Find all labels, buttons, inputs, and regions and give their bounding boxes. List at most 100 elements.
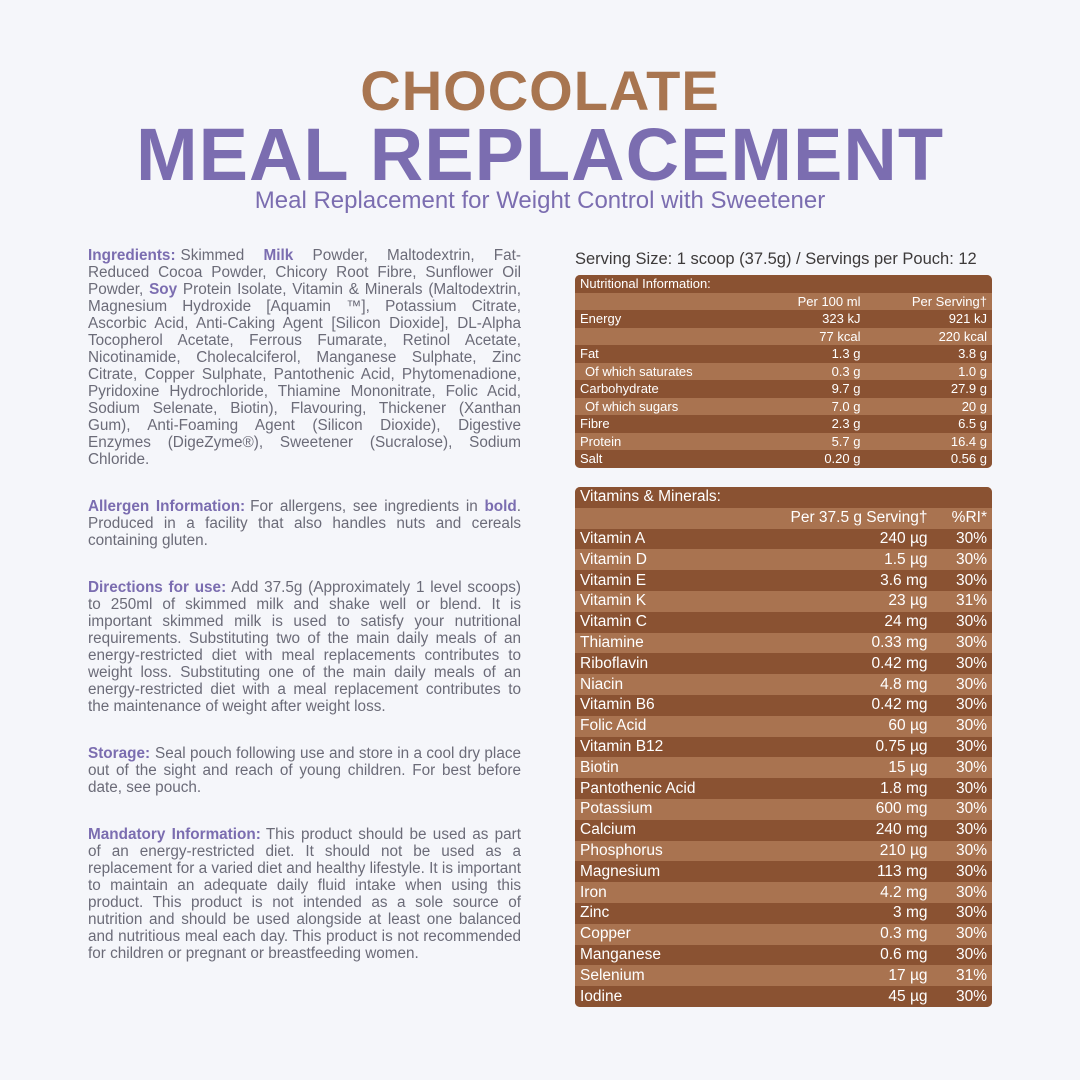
vitamin-value: 30% — [955, 862, 987, 880]
vitamin-value: 0.42 mg — [871, 696, 928, 714]
vitamin-name: Vitamin D — [580, 550, 647, 568]
nutrient-name: Of which saturates — [585, 363, 693, 379]
vitamin-value: 0.33 mg — [871, 633, 928, 651]
vitamin-value: 600 mg — [875, 800, 928, 818]
nutrition-row: Salt 0.20 g 0.56 g — [575, 450, 992, 468]
section-label: Storage: — [88, 745, 151, 762]
section: Directions for use: Add 37.5g (Approximat… — [88, 579, 521, 715]
bold-text: Soy — [149, 281, 178, 298]
cell — [575, 293, 757, 311]
table-title-row: Nutritional Information: — [575, 275, 992, 293]
nutrient-value: 0.20 g — [824, 451, 861, 467]
section-label: Directions for use: — [88, 579, 227, 596]
vitamin-name: Folic Acid — [580, 717, 647, 735]
vitamin-value: 0.75 µg — [875, 737, 928, 755]
column-header: Per Serving† — [911, 293, 987, 309]
vitamin-name: Vitamin B6 — [580, 696, 655, 714]
vitamin-name: Iodine — [580, 987, 623, 1005]
nutrient-value: 6.5 g — [958, 416, 987, 432]
nutrient-value: 9.7 g — [831, 381, 861, 397]
vitamin-name: Vitamin A — [580, 529, 646, 547]
vitamin-name: Potassium — [580, 800, 653, 818]
section: Ingredients: Skimmed Milk Powder, Maltode… — [88, 247, 521, 468]
vitamin-value: 30% — [955, 529, 987, 547]
vitamin-name: Vitamin E — [580, 571, 647, 589]
text: This product should be used as part of a… — [88, 826, 521, 962]
vitamin-name: Niacin — [580, 675, 624, 693]
vitamin-name: Zinc — [580, 904, 610, 922]
vitamin-row: Zinc 3 mg 30% — [575, 902, 992, 924]
vitamin-value: 4.2 mg — [880, 883, 928, 901]
title: MEAL REPLACEMENT — [135, 113, 945, 196]
vitamin-value: 30% — [955, 841, 987, 859]
nutrient-value: 1.3 g — [831, 346, 861, 362]
vitamin-name: Selenium — [580, 966, 645, 984]
text: Skimmed — [180, 247, 264, 264]
vitamin-value: 30% — [955, 821, 987, 839]
vitamin-row: Niacin 4.8 mg 30% — [575, 674, 992, 695]
vitamin-row: Biotin 15 µg 30% — [575, 757, 992, 779]
section: Mandatory Information: This product shoul… — [88, 826, 521, 962]
title: CHOCOLATE — [360, 59, 720, 122]
nutrition-row: Energy 323 kJ 921 kJ — [575, 310, 992, 328]
nutrient-value: 5.7 g — [831, 433, 861, 449]
vitamin-name: Vitamin B12 — [580, 737, 664, 755]
nutrition-table: Nutritional Information: Per 100 ml Per Se… — [575, 275, 992, 468]
nutrient-value: 20 g — [961, 398, 987, 414]
text: Seal pouch following use and store in a … — [88, 745, 521, 796]
vitamin-value: 210 µg — [879, 841, 928, 859]
nutrient-name: Energy — [580, 311, 622, 327]
vitamin-value: 30% — [955, 800, 987, 818]
vitamins-table: Vitamins & Minerals: Per 37.5 g Serving†%… — [575, 487, 992, 1007]
nutrient-name: Fat — [580, 346, 599, 362]
vitamin-value: 30% — [955, 613, 987, 631]
vitamin-row: Vitamin D 1.5 µg 30% — [575, 549, 992, 571]
vitamin-row: Vitamin A 240 µg 30% — [575, 528, 992, 550]
vitamin-row: Phosphorus 210 µg 30% — [575, 840, 992, 862]
vitamin-name: Iron — [580, 883, 607, 901]
nutrient-value: 27.9 g — [950, 381, 987, 397]
vitamin-value: 15 µg — [888, 758, 928, 776]
vitamin-value: 24 mg — [884, 613, 928, 631]
vitamin-row: Vitamin B6 0.42 mg 30% — [575, 694, 992, 716]
vitamin-row: Copper 0.3 mg 30% — [575, 923, 992, 945]
vitamin-value: 31% — [955, 966, 987, 984]
vitamin-value: 30% — [955, 696, 987, 714]
column-header-row: Per 37.5 g Serving† %RI* — [575, 507, 992, 529]
vitamin-value: 240 µg — [879, 529, 928, 547]
table-title-row: Vitamins & Minerals: — [575, 487, 992, 508]
subtitle: Meal Replacement for Weight Control with… — [254, 187, 826, 214]
nutrition-row: Fat 1.3 g 3.8 g — [575, 345, 992, 363]
vitamin-name: Magnesium — [580, 862, 661, 880]
vitamin-row: Vitamin C 24 mg 30% — [575, 611, 992, 633]
nutrient-name: Carbohydrate — [580, 381, 659, 397]
vitamin-name: Vitamin C — [580, 613, 647, 631]
section: Storage: Seal pouch following use and sto… — [88, 745, 521, 796]
nutrient-name: Of which sugars — [585, 398, 679, 414]
vitamin-row: Magnesium 113 mg 30% — [575, 861, 992, 883]
nutrient-value: 0.56 g — [950, 451, 987, 467]
vitamin-value: 3 mg — [893, 904, 928, 922]
vitamin-value: 30% — [955, 654, 987, 672]
vitamin-row: Manganese 0.6 mg 30% — [575, 944, 992, 966]
vitamin-value: 30% — [955, 675, 987, 693]
vitamin-name: Thiamine — [580, 633, 644, 651]
vitamin-row: Iodine 45 µg 30% — [575, 986, 992, 1007]
vitamin-row: Iron 4.2 mg 30% — [575, 882, 992, 903]
nutrient-value: 7.0 g — [831, 398, 861, 414]
cell — [575, 508, 740, 529]
vitamin-name: Biotin — [580, 758, 619, 776]
info-column: Ingredients: Skimmed Milk Powder, Maltode… — [88, 247, 521, 992]
nutrient-value: 16.4 g — [950, 433, 987, 449]
vitamin-row: Potassium 600 mg 30% — [575, 798, 992, 820]
column-header-row: Per 100 ml Per Serving† — [575, 292, 992, 311]
nutrient-name: Fibre — [580, 416, 610, 432]
bold-text: bold — [484, 498, 517, 515]
vitamin-name: Pantothenic Acid — [580, 779, 696, 797]
nutrition-row: Protein 5.7 g 16.4 g — [575, 432, 992, 450]
nutrient-value: 220 kcal — [938, 328, 987, 344]
vitamin-name: Manganese — [580, 945, 662, 963]
serving-info: Serving Size: 1 scoop (37.5g) / Servings… — [575, 250, 977, 268]
vitamin-row: Vitamin B12 0.75 µg 30% — [575, 736, 992, 758]
